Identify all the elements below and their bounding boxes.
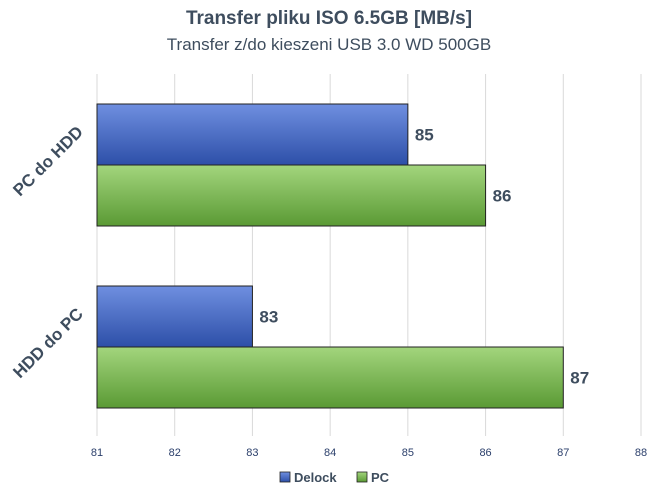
data-label: 87 (570, 369, 589, 388)
x-tick-label: 87 (557, 447, 569, 459)
bar-delock-1 (96, 285, 253, 348)
category-label: PC do HDD (9, 122, 87, 200)
x-tick-label: 83 (246, 447, 258, 459)
x-tick-label: 86 (479, 447, 491, 459)
x-tick-label: 85 (402, 447, 414, 459)
x-tick-label: 81 (91, 447, 103, 459)
x-tick-label: 84 (324, 447, 336, 459)
data-label: 86 (493, 187, 512, 206)
chart-title: Transfer pliku ISO 6.5GB [MB/s] (185, 8, 473, 29)
x-tick-label: 82 (169, 447, 181, 459)
x-tick-label: 88 (635, 447, 647, 459)
category-label: HDD do PC (9, 304, 87, 382)
bar-delock-0 (96, 103, 409, 166)
data-label: 85 (415, 126, 434, 145)
data-label: 83 (259, 308, 278, 327)
legend-label-pc: PC (371, 470, 390, 485)
legend-swatch-pc (356, 471, 368, 483)
legend-swatch-delock (279, 471, 291, 483)
bar-pc-0 (96, 164, 487, 227)
legend-label-delock: Delock (294, 470, 337, 485)
chart-subtitle: Transfer z/do kieszeni USB 3.0 WD 500GB (166, 35, 492, 54)
bar-pc-1 (96, 346, 564, 409)
